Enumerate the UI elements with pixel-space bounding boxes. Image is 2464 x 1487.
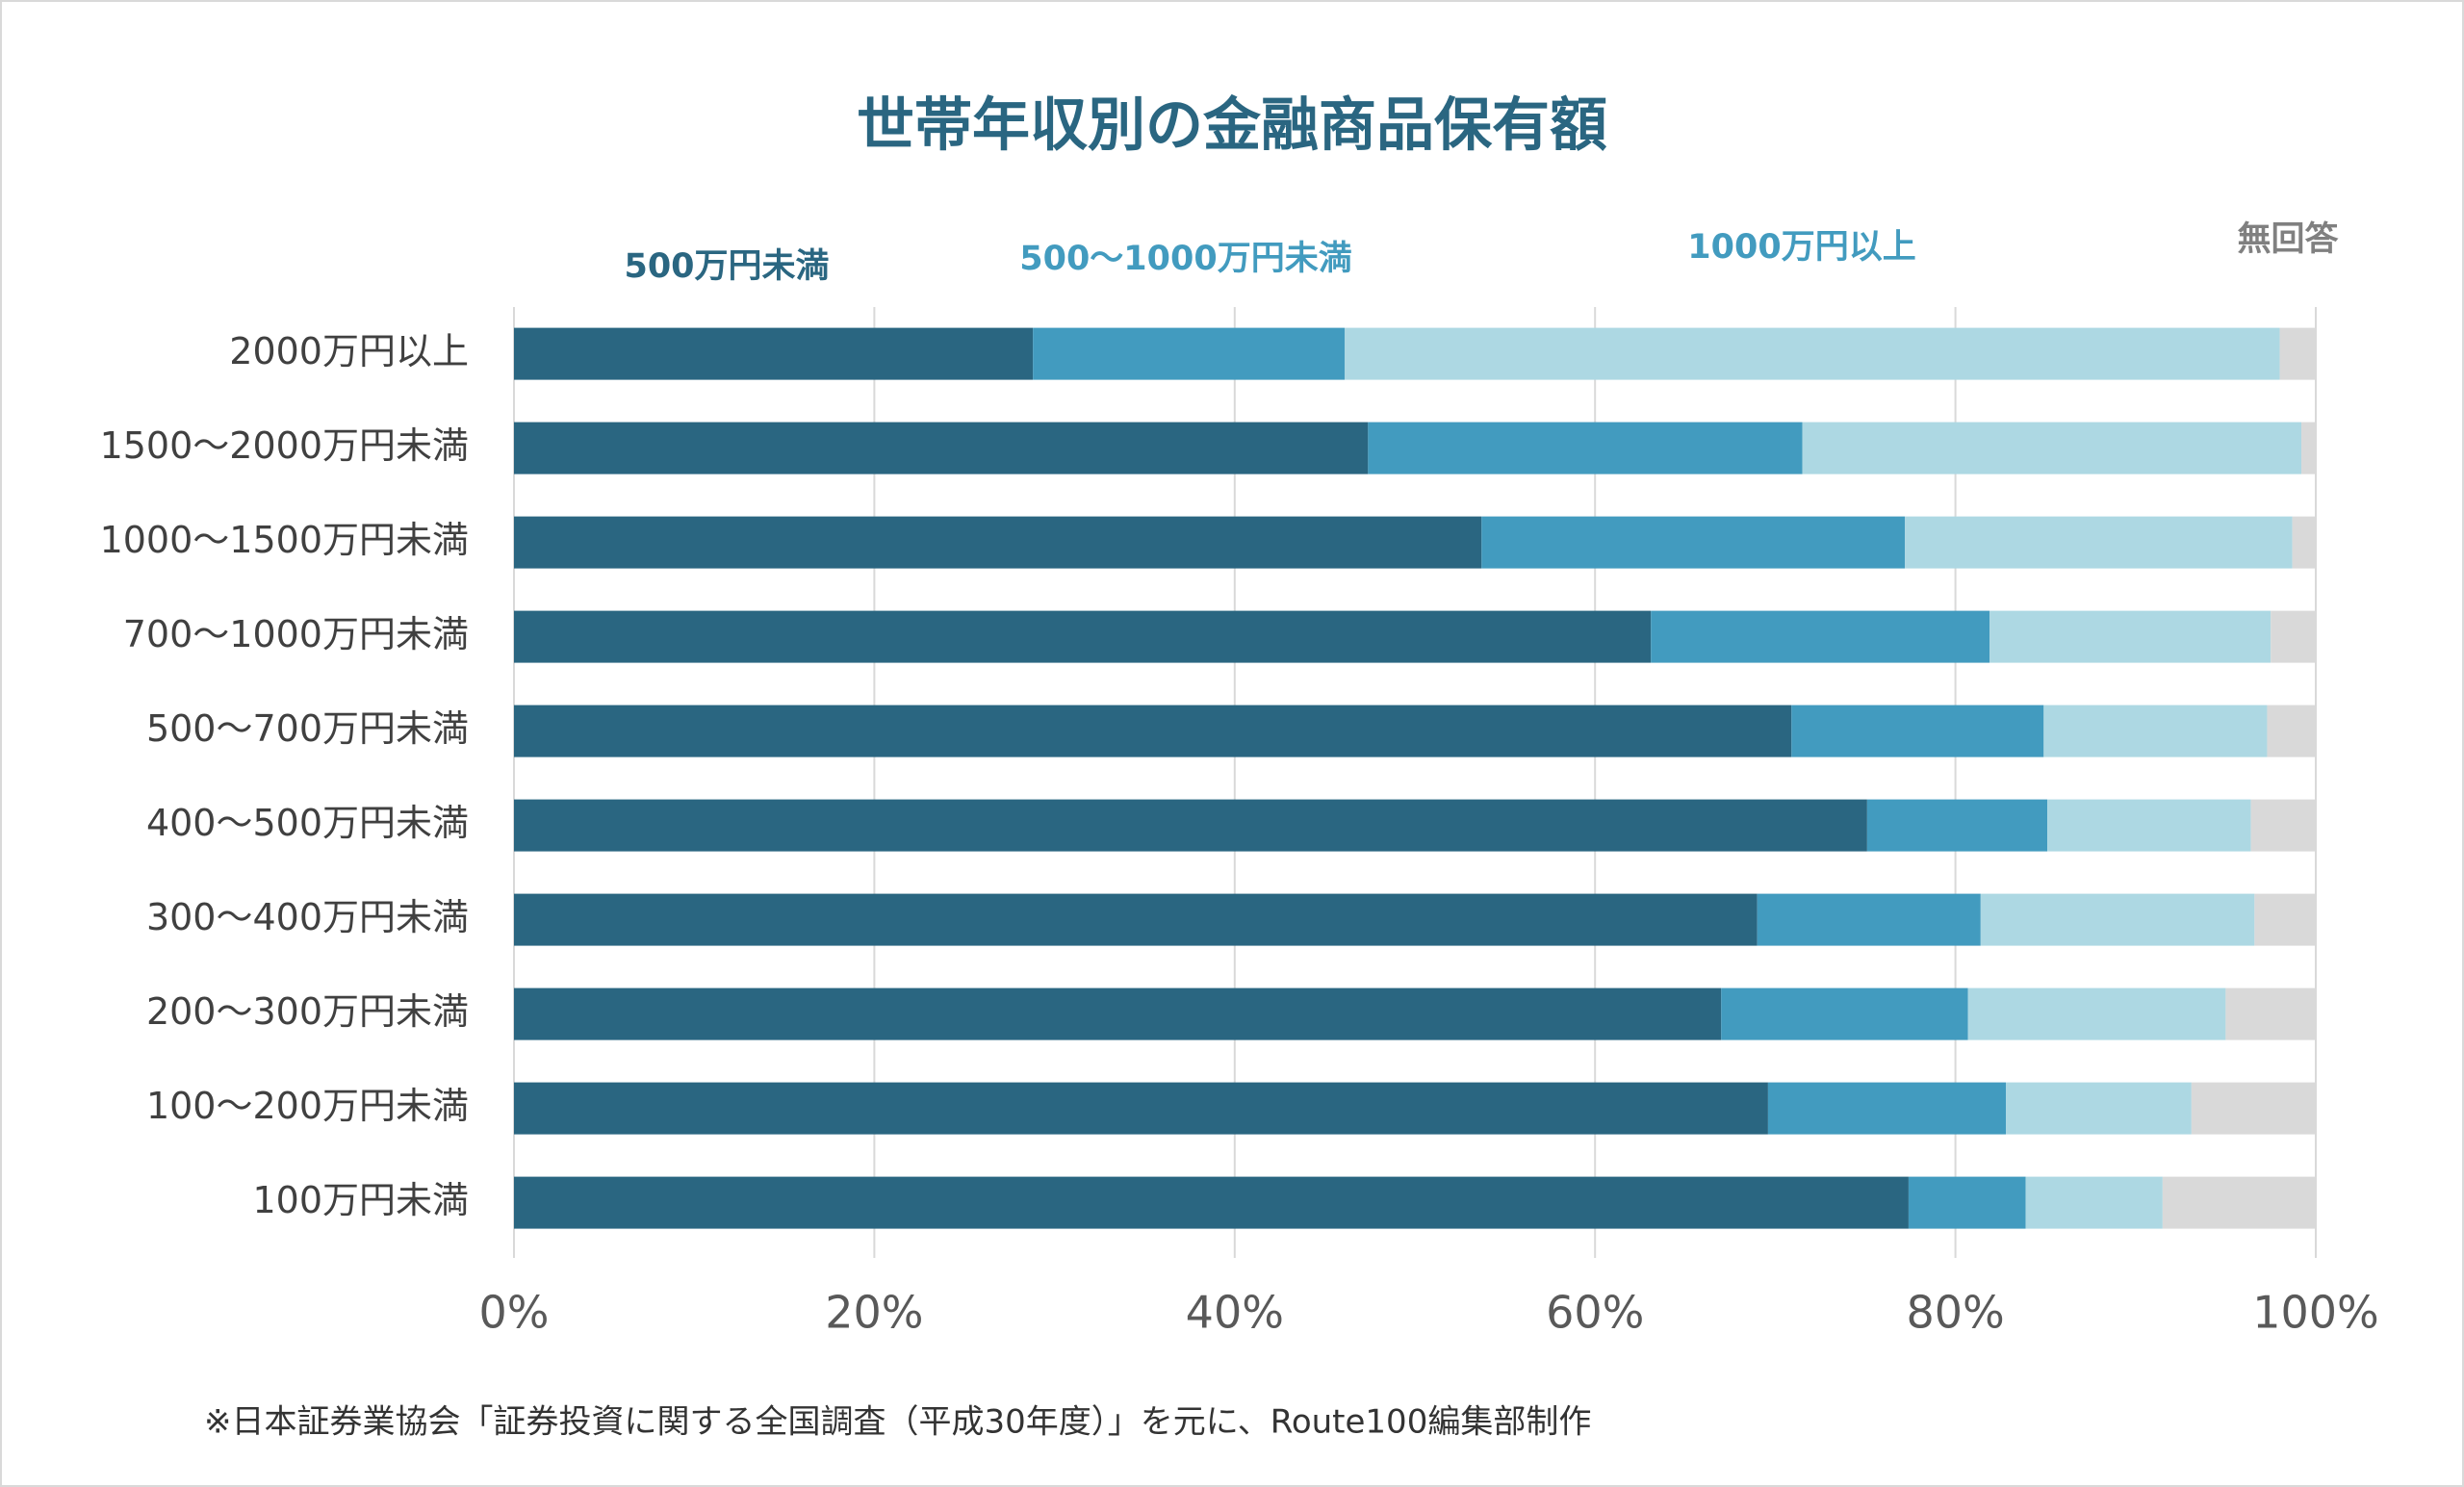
bar-segment — [1967, 987, 2226, 1040]
bar-segment — [2292, 516, 2316, 569]
bar-segment — [2006, 1082, 2192, 1135]
y-tick-label: 400～500万円未満 — [146, 802, 469, 844]
bar-segment — [2250, 799, 2316, 852]
x-tick-label: 0% — [479, 1287, 550, 1339]
y-tick-label: 1000～1500万円未満 — [100, 519, 469, 561]
chart-title: 世帯年収別の金融商品保有額 — [857, 92, 1607, 160]
legend-label: 1000万円以上 — [1687, 228, 1915, 267]
bar-segment — [1344, 327, 2280, 380]
y-tick-label: 1500～2000万円未満 — [100, 424, 469, 467]
bar-segment — [1791, 705, 2044, 757]
bar-segment — [514, 799, 1867, 852]
legend-label: 500～1000万円未満 — [1019, 240, 1351, 278]
y-tick-label: 500～700万円未満 — [146, 707, 469, 750]
bar-segment — [1866, 799, 2048, 852]
bar-segment — [514, 327, 1034, 380]
bar-segment — [1033, 327, 1345, 380]
bar-segment — [2043, 705, 2268, 757]
bar-segment — [2301, 422, 2316, 474]
x-tick-label: 40% — [1186, 1287, 1284, 1339]
x-tick-label: 100% — [2252, 1287, 2379, 1339]
bar-segment — [1651, 610, 1990, 663]
bar-segment — [1980, 893, 2255, 946]
bar-segment — [2162, 1176, 2316, 1229]
y-tick-label: 300～400万円未満 — [146, 896, 469, 938]
bar-segment — [514, 516, 1482, 569]
bar-segment — [2225, 987, 2316, 1040]
bar-segment — [514, 987, 1722, 1040]
bar-segment — [514, 1176, 1909, 1229]
bar-segment — [1767, 1082, 2007, 1135]
bar-segment — [514, 1082, 1768, 1135]
y-tick-label: 200～300万円未満 — [146, 990, 469, 1033]
bar-segment — [2267, 705, 2316, 757]
footnote: ※日本証券業協会「証券投資に関する全国調査（平成30年度）」を元に、Route1… — [204, 1403, 1591, 1442]
bar-segment — [1908, 1176, 2026, 1229]
bar-segment — [514, 610, 1652, 663]
bar-segment — [2279, 327, 2316, 380]
bar-segment — [2254, 893, 2316, 946]
legend-label: 無回答 — [2237, 220, 2339, 259]
bar-segment — [514, 705, 1792, 757]
bar-segment — [2191, 1082, 2316, 1135]
bar-segment — [1757, 893, 1981, 946]
bar-segment — [1905, 516, 2293, 569]
y-tick-label: 700～1000万円未満 — [123, 613, 469, 655]
bar-segment — [1989, 610, 2272, 663]
bar-segment — [1721, 987, 1968, 1040]
y-tick-label: 2000万円以上 — [229, 330, 469, 372]
bar-segment — [1481, 516, 1906, 569]
bar-segment — [1802, 422, 2302, 474]
x-tick-label: 80% — [1906, 1287, 2004, 1339]
y-tick-label: 100万円未満 — [252, 1179, 469, 1221]
bar-segment — [514, 893, 1758, 946]
bar-segment — [2271, 610, 2316, 663]
x-tick-label: 60% — [1546, 1287, 1644, 1339]
bar-segment — [2025, 1176, 2163, 1229]
legend-label: 500万円未満 — [624, 247, 829, 286]
bar-segment — [514, 422, 1369, 474]
bar-segment — [2047, 799, 2251, 852]
x-tick-label: 20% — [825, 1287, 923, 1339]
bar-segment — [1368, 422, 1803, 474]
y-tick-label: 100～200万円未満 — [146, 1085, 469, 1127]
